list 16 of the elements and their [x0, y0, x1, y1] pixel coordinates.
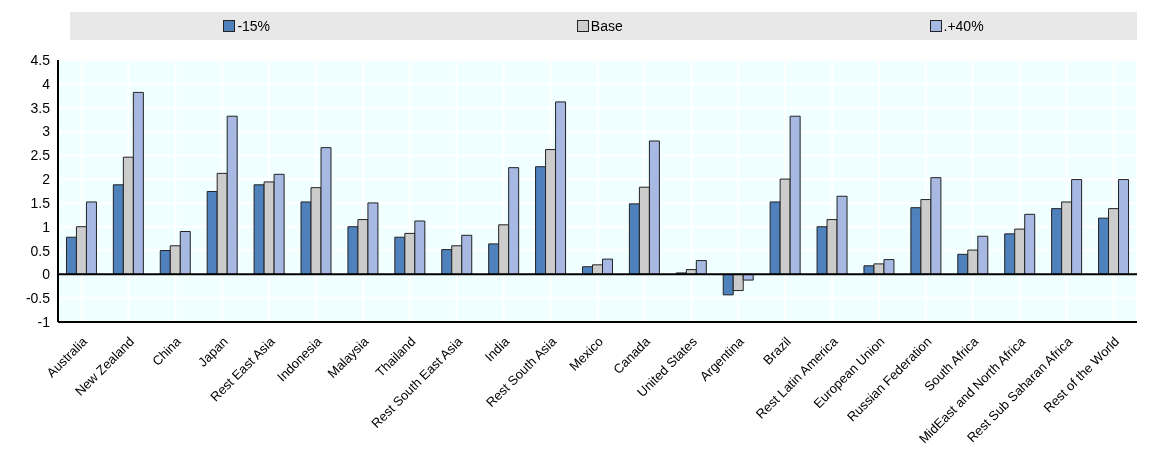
- legend-label: Base: [589, 18, 623, 34]
- y-tick-label: -0.5: [25, 290, 51, 307]
- y-tick-label: 0.5: [30, 242, 51, 259]
- y-tick-label: 1.5: [30, 194, 51, 211]
- y-tick-label: 4.5: [30, 51, 51, 68]
- y-tick-label: 4: [42, 75, 51, 92]
- y-tick-label: 3: [42, 123, 51, 140]
- y-tick-label: 1: [42, 218, 51, 235]
- y-tick-label: -1: [37, 313, 51, 330]
- y-tick-label: 2: [42, 171, 51, 188]
- legend-label: -15%: [236, 18, 271, 34]
- y-tick-label: 2.5: [30, 147, 51, 164]
- x-tick-label: India: [481, 333, 513, 365]
- y-tick-label: 3.5: [30, 99, 51, 116]
- y-tick-label: 0: [42, 266, 51, 283]
- legend-label: .+40%: [942, 18, 984, 34]
